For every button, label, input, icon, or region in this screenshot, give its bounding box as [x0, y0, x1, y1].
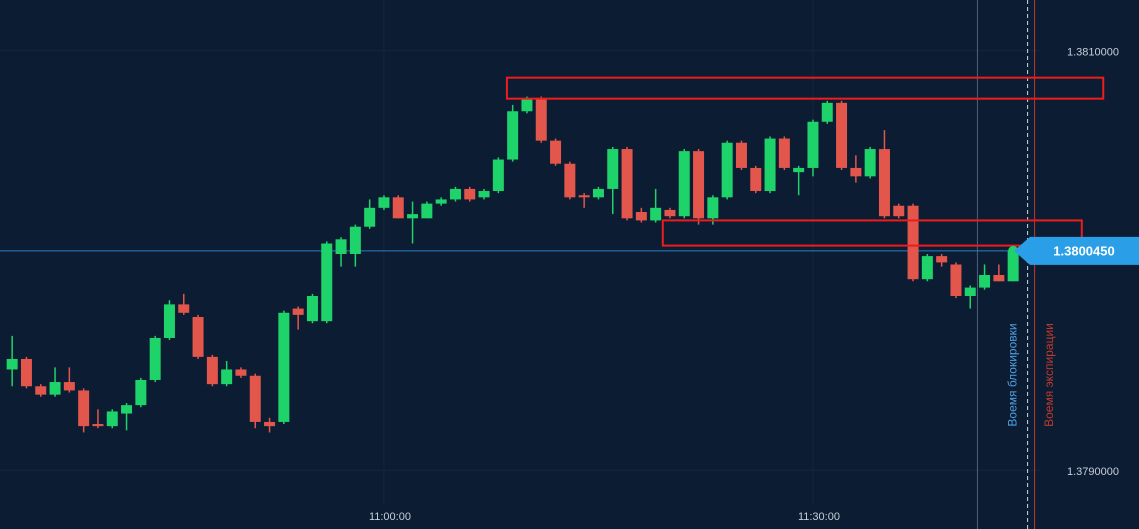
candle-body: [735, 142, 747, 168]
candle-body: [993, 274, 1005, 282]
candle-body: [850, 167, 862, 177]
candle-body: [592, 188, 604, 198]
candle-body: [635, 212, 647, 221]
candle-body: [821, 102, 833, 122]
candle-body: [449, 188, 461, 200]
y-tick-label: 1.3790000: [1067, 466, 1119, 478]
candle-body: [950, 264, 962, 296]
candle-body: [121, 405, 133, 414]
candle-body: [78, 390, 90, 427]
candle-body: [707, 197, 719, 219]
candle-body: [278, 312, 290, 422]
candle-body: [664, 209, 676, 217]
candle-body: [1007, 250, 1019, 282]
candle-body: [464, 188, 476, 200]
price-badge-label: 1.3800450: [1053, 243, 1114, 258]
lock-time-label: Воемя блокировки: [1006, 323, 1020, 426]
candle-body: [964, 287, 976, 296]
candle-body: [621, 149, 633, 219]
candle-body: [206, 356, 218, 385]
x-tick-label: 11:30:00: [798, 511, 840, 523]
price-zone: [661, 219, 1083, 247]
price-badge: [1014, 236, 1139, 265]
candle-body: [321, 243, 333, 322]
candle-body: [979, 274, 991, 288]
candle-body: [893, 205, 905, 217]
candle-body: [678, 151, 690, 217]
expiration-label: Воемя экспирации: [1042, 323, 1056, 427]
candle-body: [764, 138, 776, 192]
candle-body: [392, 197, 404, 219]
candle-body: [836, 102, 848, 168]
candle-body: [750, 167, 762, 192]
candle-body: [221, 369, 233, 385]
candle-body: [264, 421, 276, 427]
candle-body: [335, 239, 347, 255]
candle-body: [721, 142, 733, 198]
candle-body: [921, 256, 933, 280]
candle-body: [135, 379, 147, 406]
price-zone: [505, 76, 1105, 100]
candle-body: [20, 358, 32, 387]
candle-body: [92, 424, 104, 427]
candle-body: [778, 138, 790, 168]
candle-body: [793, 167, 805, 173]
candle-body: [578, 195, 590, 198]
candle-body: [435, 199, 447, 204]
candle-body: [693, 151, 705, 219]
candle-body: [49, 382, 61, 395]
candle-body: [292, 308, 304, 315]
candle-body: [178, 304, 190, 313]
candle-body: [364, 207, 376, 227]
candle-body: [807, 121, 819, 168]
candle-body: [163, 304, 175, 338]
candle-body: [936, 256, 948, 263]
candle-body: [106, 411, 118, 427]
candle-body: [478, 191, 490, 198]
candle-body: [864, 149, 876, 177]
candle-body: [149, 337, 161, 380]
candle-body: [235, 369, 247, 376]
current-price-dot: [1008, 245, 1019, 256]
candle-body: [407, 214, 419, 219]
candle-body: [535, 98, 547, 141]
candle-body: [349, 226, 361, 255]
candle-body: [507, 111, 519, 160]
candle-body: [564, 163, 576, 198]
candle-body: [492, 159, 504, 192]
candle-body: [35, 386, 47, 395]
candle-body: [378, 197, 390, 208]
candle-body: [63, 382, 75, 391]
candle-body: [421, 203, 433, 219]
candle-body: [878, 149, 890, 217]
x-tick-label: 11:00:00: [369, 511, 411, 523]
candle-body: [907, 205, 919, 280]
candle-body: [6, 358, 18, 370]
candle-body: [192, 316, 204, 357]
candle-body: [650, 207, 662, 221]
candle-body: [550, 140, 562, 164]
y-tick-label: 1.3810000: [1067, 46, 1119, 58]
candle-body: [249, 375, 261, 422]
candle-body: [306, 295, 318, 322]
candle-body: [521, 98, 533, 112]
candle-body: [607, 149, 619, 189]
